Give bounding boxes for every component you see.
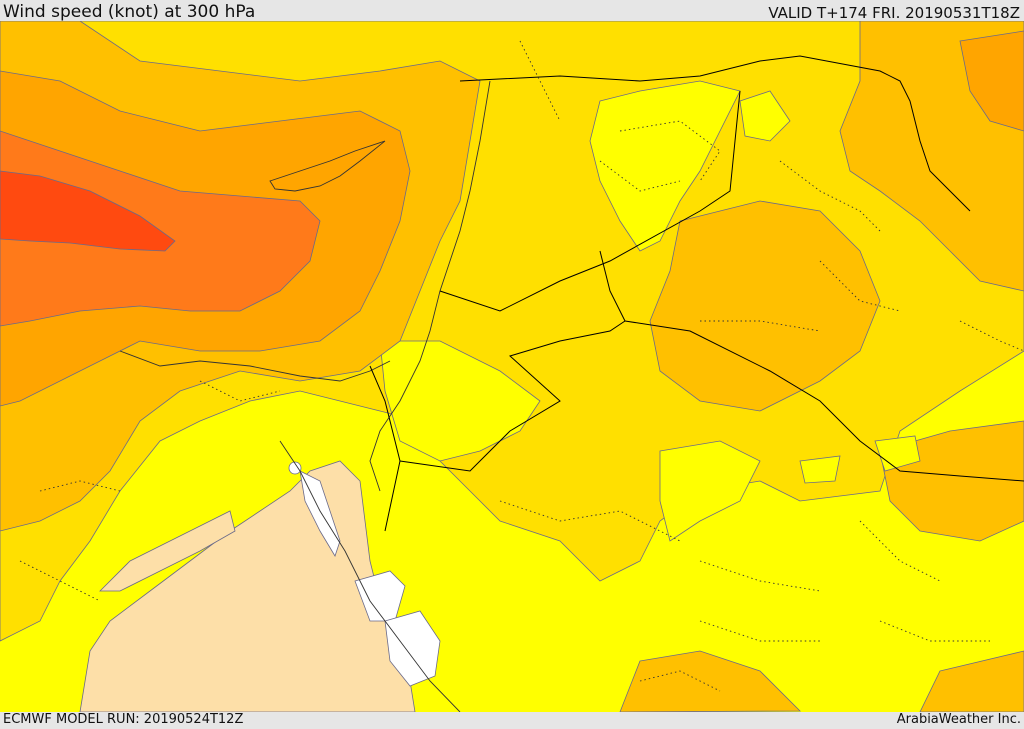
model-run: ECMWF MODEL RUN: 20190524T12Z (3, 712, 244, 727)
fill-level-lowest-dot (288, 461, 302, 475)
fill-level-low-north (589, 80, 741, 252)
valid-time: VALID T+174 FRI. 20190531T18Z (768, 4, 1020, 22)
border-lines-3 (399, 250, 626, 472)
wind-speed-map-svg (0, 21, 1024, 712)
border-lines-4 (624, 320, 1024, 482)
coastline-red-sea (279, 440, 461, 712)
coastline-levant (369, 80, 491, 492)
header-bar: Wind speed (knot) at 300 hPa VALID T+174… (0, 0, 1024, 22)
weather-map[interactable] (0, 21, 1024, 712)
fill-level-mid-south (619, 650, 801, 712)
border-lines-2 (439, 90, 741, 312)
border-lines-5 (369, 365, 401, 532)
fill-level-low-island-2 (799, 455, 841, 484)
map-title: Wind speed (knot) at 300 hPa (3, 2, 256, 22)
fill-level-mid-southeast-corner (919, 650, 1024, 712)
fill-level-mid-high-northeast (959, 30, 1024, 132)
fill-level-low-islands (659, 440, 761, 542)
fill-level-low-east-blob (739, 90, 791, 142)
credit-text: ArabiaWeather Inc. (896, 712, 1021, 727)
border-lines (459, 55, 971, 212)
coastline-egypt (119, 350, 391, 382)
dotted-boundaries (19, 40, 1024, 692)
fill-level-lowest-3 (384, 610, 441, 687)
fill-level-high (0, 130, 321, 327)
coastline-cyprus (269, 140, 386, 192)
fill-level-lowest-2 (354, 570, 406, 622)
fill-level-mid-east (649, 200, 881, 412)
fill-level-highest (0, 170, 176, 252)
fill-level-very-low-sw (99, 510, 236, 592)
footer-bar: ECMWF MODEL RUN: 20190524T12Z ArabiaWeat… (0, 712, 1024, 729)
fill-level-low-island-3 (874, 435, 921, 472)
fill-level-lowest-1 (299, 470, 341, 557)
